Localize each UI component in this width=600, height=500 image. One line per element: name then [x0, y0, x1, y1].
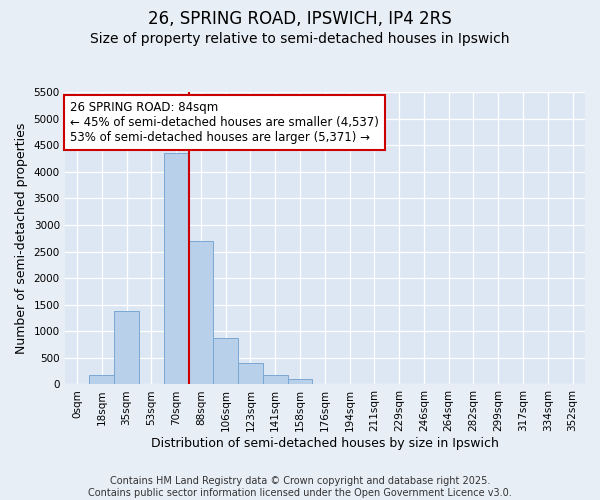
- Bar: [263, 376, 287, 384]
- Bar: [287, 379, 313, 384]
- Text: 26 SPRING ROAD: 84sqm
← 45% of semi-detached houses are smaller (4,537)
53% of s: 26 SPRING ROAD: 84sqm ← 45% of semi-deta…: [70, 101, 379, 144]
- Bar: [89, 376, 114, 384]
- Bar: [164, 153, 188, 384]
- X-axis label: Distribution of semi-detached houses by size in Ipswich: Distribution of semi-detached houses by …: [151, 437, 499, 450]
- Bar: [114, 311, 139, 384]
- Bar: [238, 363, 263, 384]
- Text: Contains HM Land Registry data © Crown copyright and database right 2025.
Contai: Contains HM Land Registry data © Crown c…: [88, 476, 512, 498]
- Bar: [188, 241, 214, 384]
- Text: 26, SPRING ROAD, IPSWICH, IP4 2RS: 26, SPRING ROAD, IPSWICH, IP4 2RS: [148, 10, 452, 28]
- Text: Size of property relative to semi-detached houses in Ipswich: Size of property relative to semi-detach…: [90, 32, 510, 46]
- Y-axis label: Number of semi-detached properties: Number of semi-detached properties: [15, 122, 28, 354]
- Bar: [214, 338, 238, 384]
